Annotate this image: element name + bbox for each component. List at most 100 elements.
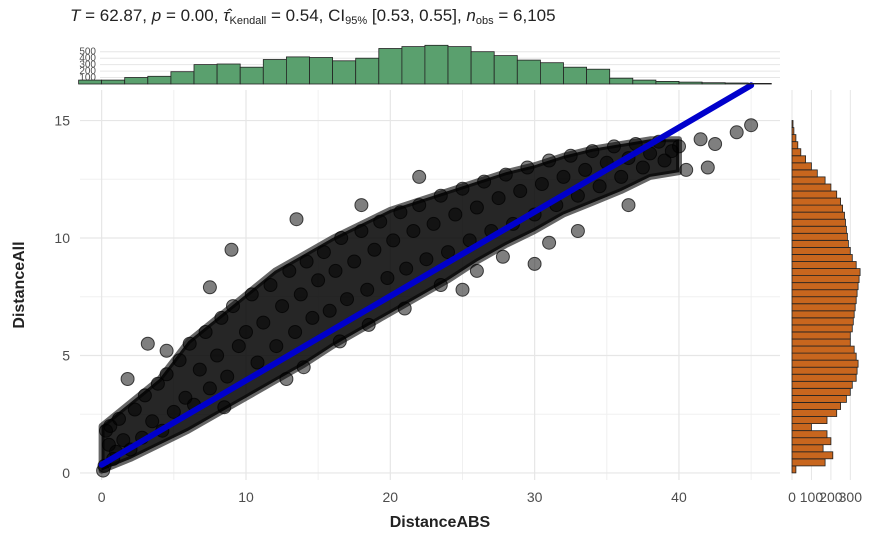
data-point [159,343,174,358]
p-symbol: p [151,6,162,25]
right-hist-bar [791,352,857,361]
top-hist-bar [147,75,172,85]
right-hist-bar [791,197,841,206]
right-hist-bar [791,282,859,291]
top-hist-tick-label: 400 [79,53,96,64]
t-value: = 62.87, [80,6,152,25]
right-hist-bar [791,324,853,333]
data-point [469,200,484,215]
top-hist-bar [401,46,426,85]
right-hist-bar [791,402,841,410]
right-hist-bar [791,416,828,425]
top-hist-bar [563,66,588,85]
top-hist-bar [262,59,287,85]
right-hist-bar [791,345,855,354]
right-hist-bar [791,275,860,284]
right-hist-bar [791,141,799,150]
data-point [210,348,225,363]
right-hist-tick-label: 0 [788,489,796,505]
top-hist-bar [378,48,403,85]
data-point [361,317,376,332]
data-point [150,376,165,391]
data-point [226,299,240,314]
data-point [140,336,155,351]
data-point [289,212,304,227]
data-point [621,198,636,213]
right-hist-bar [791,409,838,417]
data-point [322,303,337,318]
data-point [657,153,672,168]
data-point [244,287,259,302]
right-hist-bar [791,239,849,248]
right-hist-bar [791,155,807,164]
top-hist-tick-label: 500 [79,47,96,58]
data-point [534,177,549,191]
top-hist-bar [701,82,726,85]
data-point [288,325,303,339]
right-hist-bar [791,458,826,467]
right-hist-bar [791,465,797,474]
data-point [224,242,239,257]
right-hist-bar [791,190,838,199]
right-hist-bar [791,268,861,277]
top-hist-bar [355,57,380,85]
data-point [498,167,513,182]
top-hist-bar [78,79,103,85]
data-point [455,282,470,297]
top-hist-tick-label: 300 [79,60,96,71]
data-point [192,362,207,377]
top-hist-tick-label: 200 [79,66,96,77]
x-tick-label: 20 [383,489,399,505]
data-point [217,400,232,415]
n-value: = 6,105 [493,6,556,25]
right-hist-tick-label: 300 [839,489,863,505]
top-hist-bar [285,56,310,85]
right-hist-bar [791,225,847,234]
top-hist-bar [632,79,657,85]
right-hist-bar [791,246,851,255]
data-point [563,148,578,163]
data-point [182,336,197,351]
right-hist-bar [791,134,797,143]
right-hist-bar [791,261,857,269]
data-point [159,367,174,382]
x-tick-label: 30 [527,489,543,505]
data-point [477,174,492,189]
y-tick-label: 0 [62,465,70,481]
right-hist-bar [791,359,859,368]
data-point [607,139,621,154]
right-hist-bar [791,148,802,157]
data-point [311,273,326,288]
data-point [145,414,160,429]
right-hist-bar [791,162,812,171]
data-point [406,224,421,238]
top-hist-bar [447,46,472,85]
right-hist-bar [791,183,832,192]
right-hist-bar [791,387,851,396]
x-tick-label: 40 [671,489,687,505]
top-hist-bar [747,83,772,85]
data-point [520,160,535,175]
top-hist-bar [724,82,749,85]
data-point [570,224,585,238]
x-tick-label: 10 [238,489,254,505]
data-point [419,252,434,267]
right-hist-bar [791,430,828,439]
right-hist-bar [791,423,812,432]
data-point [166,404,181,419]
scatter-points [96,118,759,478]
data-point [137,388,152,403]
data-point [214,310,229,325]
fit-line-group [98,82,755,468]
top-hist-bar [239,66,264,85]
y-axis-title: DistanceAll [11,241,28,328]
data-point [592,179,607,194]
top-hist-bar [540,62,564,85]
data-point [399,261,414,276]
right-hist-bar [791,289,858,298]
data-point [367,242,382,257]
data-point [495,249,510,264]
top-hist-bar [586,68,611,85]
right-hist-bar [791,317,854,326]
